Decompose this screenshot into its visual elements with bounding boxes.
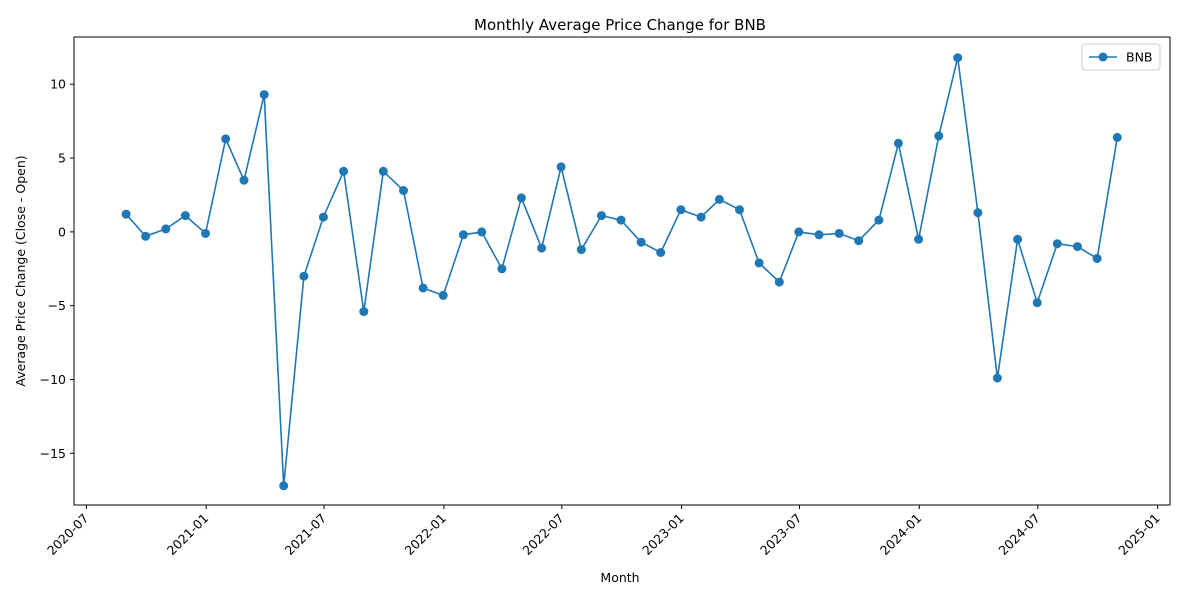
data-point (696, 212, 706, 222)
data-point (1013, 234, 1023, 244)
data-point (141, 231, 151, 241)
data-point (953, 53, 963, 63)
y-axis: −15 −10 −5 0 5 10 (40, 77, 74, 461)
data-point (477, 227, 487, 237)
data-point (854, 236, 864, 246)
data-point (279, 481, 289, 491)
data-point (735, 205, 744, 215)
data-point (259, 90, 269, 100)
data-point (1073, 242, 1082, 252)
data-point (318, 212, 328, 222)
data-point (576, 245, 586, 255)
data-point (418, 283, 428, 293)
data-point (516, 193, 526, 203)
data-point (893, 138, 903, 148)
y-tick-label: −10 (40, 372, 66, 387)
legend: BNB (1081, 43, 1161, 71)
data-point (537, 243, 547, 253)
data-point (221, 134, 231, 144)
y-tick-label: −15 (40, 446, 66, 461)
data-point (201, 228, 210, 238)
series-layer (121, 53, 1122, 491)
data-point (239, 175, 249, 185)
chart-title: Monthly Average Price Change for BNB (474, 16, 766, 34)
y-tick-label: −5 (48, 298, 66, 313)
legend-box (1081, 43, 1161, 71)
data-point (180, 211, 190, 221)
y-tick-label: 10 (50, 77, 66, 92)
y-axis-label: Average Price Change (Close - Open) (13, 155, 28, 386)
data-point (597, 211, 606, 221)
data-point (814, 230, 824, 240)
data-point (874, 215, 884, 225)
data-point (438, 290, 448, 300)
data-point (359, 307, 369, 317)
data-point (992, 373, 1002, 383)
data-point (714, 194, 724, 204)
data-point (299, 271, 309, 281)
data-point (1032, 298, 1042, 308)
data-point (914, 234, 924, 244)
data-point (399, 186, 408, 195)
data-point (339, 166, 349, 176)
data-point (754, 258, 764, 268)
data-point (656, 248, 666, 257)
data-point (1092, 254, 1102, 263)
data-point (378, 166, 388, 176)
data-point (794, 227, 804, 237)
plot-area (73, 36, 1171, 506)
y-tick-label: 5 (58, 151, 66, 166)
data-point (774, 277, 784, 287)
data-point (497, 264, 507, 274)
data-point (458, 230, 468, 240)
data-point (161, 224, 171, 234)
data-point (834, 228, 844, 238)
data-point (636, 237, 646, 247)
data-point (676, 205, 686, 215)
x-axis-label: Month (600, 570, 639, 585)
y-tick-label: 0 (58, 224, 66, 239)
data-point (556, 162, 566, 172)
legend-label: BNB (1126, 50, 1153, 65)
data-point (616, 215, 626, 225)
data-point (1112, 132, 1122, 142)
data-point (973, 208, 983, 218)
legend-marker (1098, 52, 1108, 62)
data-point (1052, 239, 1062, 249)
data-point (121, 209, 131, 219)
plot-frame (73, 36, 1171, 506)
data-point (934, 131, 944, 141)
